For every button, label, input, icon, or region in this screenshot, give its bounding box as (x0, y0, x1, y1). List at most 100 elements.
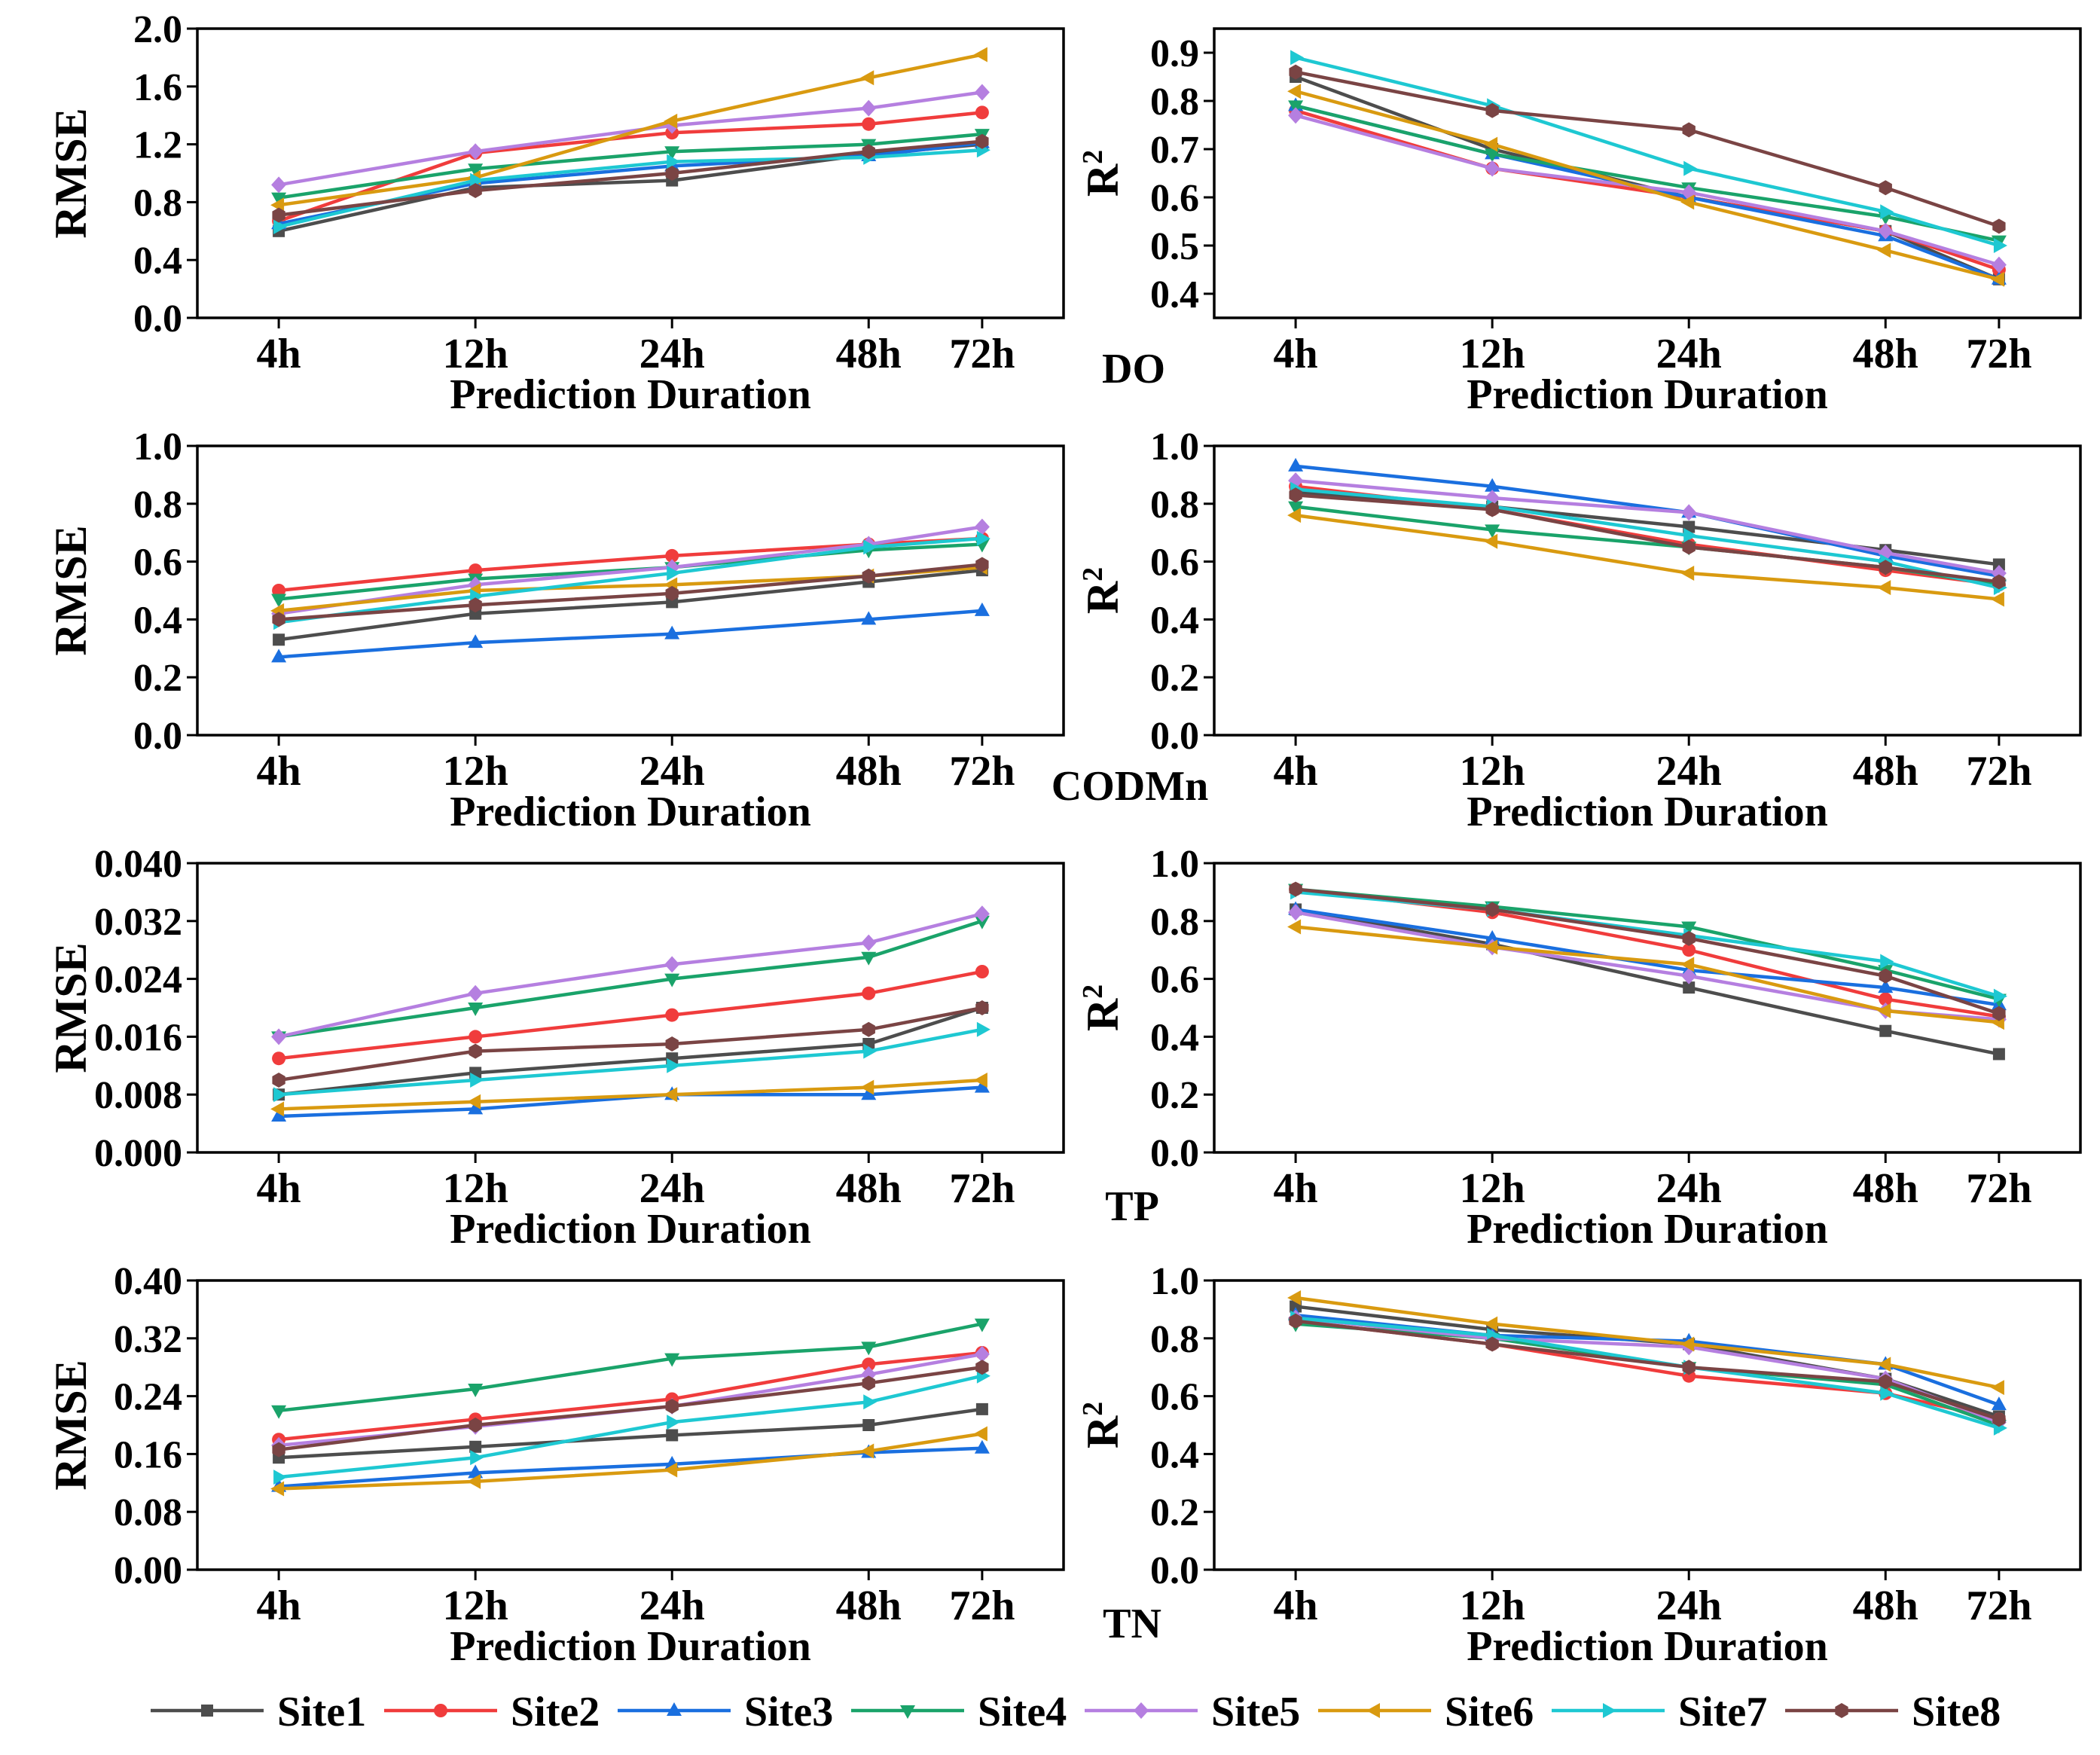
point-site6-12h (1484, 939, 1498, 955)
point-site2-48h (862, 117, 876, 131)
point-site8-24h (1682, 122, 1696, 138)
y-tick-label: 0.6 (1150, 177, 1199, 220)
point-site7-4h (273, 1087, 288, 1103)
point-site7-72h (976, 1021, 990, 1037)
point-site6-72h (973, 1426, 987, 1442)
x-tick-label: 72h (1966, 1583, 2031, 1629)
y-tick-label: 1.0 (1150, 1260, 1199, 1303)
y-tick-label: 0.8 (1150, 81, 1199, 124)
x-axis-title: Prediction Duration (450, 1623, 811, 1670)
point-site3-48h (861, 611, 877, 625)
y-tick-label: 0.7 (1150, 129, 1199, 172)
point-site4-12h (468, 1003, 484, 1016)
legend-marker (1366, 1703, 1380, 1718)
x-tick-label: 4h (1274, 1165, 1318, 1212)
legend-marker (900, 1705, 915, 1719)
series-line-site2 (1295, 887, 2000, 1018)
x-tick-label: 24h (639, 1583, 705, 1629)
y-axis-title: R2 (1077, 567, 1128, 614)
y-tick-label: 0.16 (114, 1433, 182, 1476)
point-site7-48h (1880, 954, 1894, 969)
y-tick-label: 0.6 (1150, 959, 1199, 1002)
point-site4-72h (974, 915, 990, 929)
y-tick-label: 0.8 (133, 484, 182, 526)
point-site8-72h (1992, 1412, 2006, 1427)
point-site7-24h (667, 154, 681, 169)
point-site2-4h (272, 584, 286, 597)
point-site6-24h (664, 113, 678, 129)
plot-frame (1213, 444, 2082, 737)
point-site6-72h (973, 47, 987, 63)
point-site6-72h (1990, 591, 2004, 607)
point-site5-72h (974, 84, 990, 101)
point-site6-48h (860, 1079, 874, 1095)
legend-marker (1835, 1703, 1848, 1718)
x-tick-label: 72h (1966, 331, 2031, 377)
y-tick-label: 0.2 (1150, 1491, 1199, 1534)
point-site6-4h (1287, 508, 1302, 523)
point-site8-24h (665, 1399, 679, 1415)
point-site3-4h (271, 1108, 287, 1122)
point-site1-72h (1992, 1048, 2005, 1061)
legend-label: Site4 (978, 1689, 1067, 1735)
point-site3-48h (861, 1086, 877, 1100)
point-site6-4h (270, 1101, 285, 1117)
point-site7-48h (1880, 1385, 1894, 1401)
point-site8-48h (862, 568, 875, 584)
point-site4-24h (664, 1353, 680, 1367)
point-site2-48h (862, 986, 876, 1000)
point-site8-72h (1992, 218, 2006, 234)
point-site8-48h (1879, 560, 1892, 575)
panel-tn-r2: 0.0 0.2 0.4 0.6 0.8 1.0 4h 12h 24h 48h 72h Predicti… (1077, 1260, 2082, 1670)
point-site6-4h (1287, 1290, 1302, 1306)
point-site4-24h (1681, 921, 1697, 935)
point-site1-48h (862, 1419, 875, 1431)
point-site6-12h (1484, 1316, 1498, 1332)
x-tick-label: 48h (1853, 331, 1918, 377)
point-site6-12h (1484, 136, 1498, 152)
y-axis-title: RMSE (46, 1360, 96, 1490)
plot-frame (196, 862, 1065, 1154)
x-tick-label: 24h (1656, 1583, 1722, 1629)
x-tick-label: 24h (639, 748, 705, 795)
point-site1-12h (469, 1440, 482, 1453)
y-axis-title: RMSE (46, 525, 96, 655)
x-tick-label: 4h (1274, 1583, 1318, 1629)
y-axis-title: RMSE (46, 108, 96, 238)
point-site4-4h (271, 594, 287, 608)
point-site7-48h (1880, 204, 1894, 220)
point-site6-4h (1287, 84, 1302, 99)
point-site1-24h (1683, 981, 1696, 994)
x-tick-label: 4h (257, 1165, 301, 1212)
point-site8-24h (665, 1036, 679, 1051)
point-site8-48h (862, 1021, 875, 1037)
legend-item-site3: Site3 (618, 1689, 833, 1735)
point-site5-72h (1991, 256, 2007, 273)
point-site3-72h (974, 1079, 990, 1093)
point-site7-4h (273, 1470, 288, 1485)
x-tick-label: 48h (836, 1165, 902, 1212)
x-tick-label: 12h (443, 1165, 508, 1212)
point-site8-4h (1289, 64, 1302, 80)
y-tick-label: 1.0 (1150, 843, 1199, 886)
point-site6-48h (860, 1443, 874, 1459)
y-tick-label: 0.00 (114, 1549, 182, 1592)
x-tick-label: 72h (949, 331, 1015, 377)
x-tick-label: 4h (257, 1583, 301, 1629)
point-site4-4h (1288, 501, 1304, 515)
point-site8-4h (1289, 487, 1302, 503)
point-site3-72h (1991, 1396, 2007, 1411)
y-tick-label: 0.016 (94, 1016, 182, 1059)
point-site4-12h (468, 1384, 484, 1397)
point-site1-24h (666, 1429, 679, 1442)
point-site8-48h (1879, 968, 1892, 984)
legend-item-site7: Site7 (1552, 1689, 1767, 1735)
point-site6-4h (270, 1481, 285, 1497)
y-tick-label: 0.24 (114, 1376, 182, 1419)
x-tick-label: 12h (1460, 748, 1525, 795)
point-site8-12h (1485, 1336, 1499, 1352)
point-site7-72h (976, 530, 990, 546)
point-site6-24h (1680, 194, 1695, 210)
point-site3-72h (974, 1439, 990, 1454)
y-tick-label: 0.2 (1150, 1074, 1199, 1117)
